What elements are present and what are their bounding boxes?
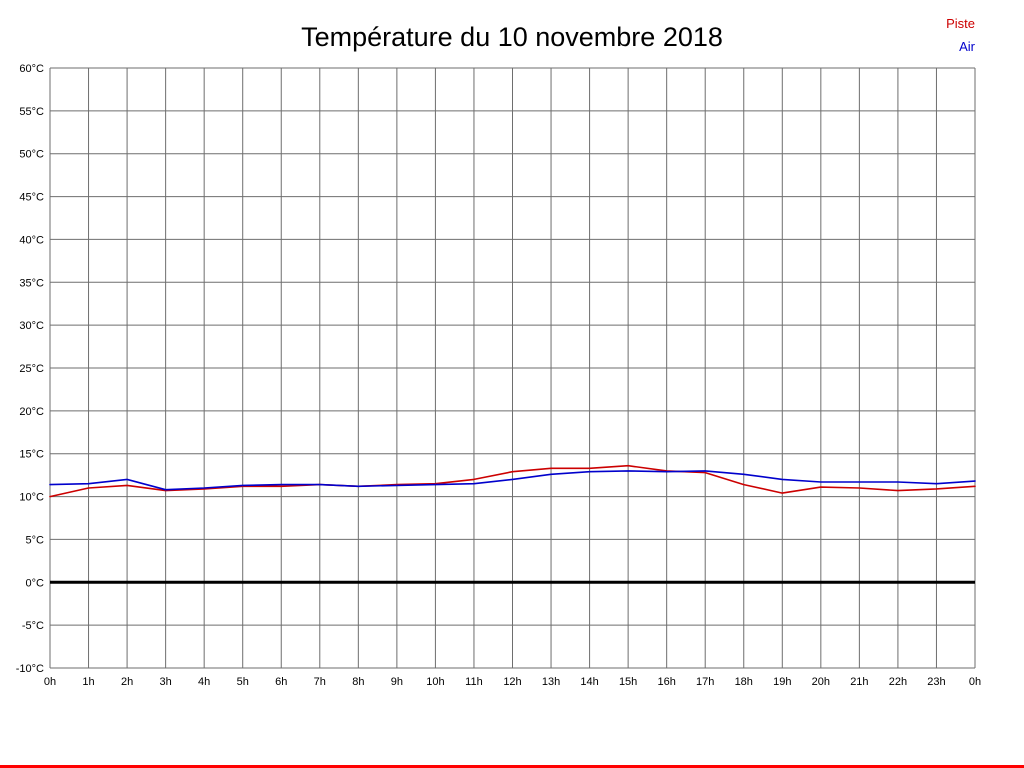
x-tick-label: 17h: [696, 676, 714, 688]
y-tick-label: 20°C: [19, 406, 44, 418]
x-tick-label: 10h: [426, 676, 444, 688]
y-tick-label: 30°C: [19, 320, 44, 332]
x-tick-label: 8h: [352, 676, 364, 688]
y-tick-label: 45°C: [19, 192, 44, 204]
x-tick-label: 0h: [44, 676, 56, 688]
x-tick-label: 3h: [160, 676, 172, 688]
y-tick-label: 10°C: [19, 492, 44, 504]
x-tick-label: 14h: [580, 676, 598, 688]
x-tick-label: 20h: [812, 676, 830, 688]
piste-series-line: [49, 464, 976, 498]
y-tick-label: 0°C: [26, 577, 45, 589]
x-tick-label: 11h: [465, 676, 483, 688]
x-tick-label: 4h: [198, 676, 210, 688]
y-tick-label: 25°C: [19, 363, 44, 375]
chart-legend: Piste Air: [946, 12, 975, 58]
x-tick-label: 16h: [657, 676, 675, 688]
y-tick-label: 35°C: [19, 277, 44, 289]
y-tick-label: -5°C: [22, 620, 44, 632]
x-tick-label: 2h: [121, 676, 133, 688]
x-tick-label: 22h: [889, 676, 907, 688]
x-tick-label: 23h: [927, 676, 945, 688]
x-tick-label: 7h: [314, 676, 326, 688]
x-tick-label: 13h: [542, 676, 560, 688]
y-tick-label: 5°C: [26, 534, 45, 546]
legend-item-piste: Piste: [946, 16, 975, 31]
y-tick-label: 40°C: [19, 234, 44, 246]
x-tick-label: 1h: [82, 676, 94, 688]
y-tick-label: 60°C: [19, 63, 44, 75]
y-tick-label: 55°C: [19, 106, 44, 118]
legend-item-air: Air: [959, 39, 975, 54]
x-tick-label: 21h: [850, 676, 868, 688]
y-tick-label: 15°C: [19, 449, 44, 461]
y-tick-label: -10°C: [16, 663, 44, 675]
air-series-line: [49, 470, 976, 491]
chart-title: Température du 10 novembre 2018: [301, 22, 723, 52]
y-tick-label: 50°C: [19, 149, 44, 161]
x-tick-label: 12h: [503, 676, 521, 688]
x-tick-label: 6h: [275, 676, 287, 688]
bottom-border-line: [0, 765, 1024, 768]
x-tick-label: 0h: [969, 676, 981, 688]
x-tick-label: 9h: [391, 676, 403, 688]
x-tick-label: 18h: [735, 676, 753, 688]
x-tick-label: 19h: [773, 676, 791, 688]
x-tick-label: 15h: [619, 676, 637, 688]
x-tick-label: 5h: [237, 676, 249, 688]
